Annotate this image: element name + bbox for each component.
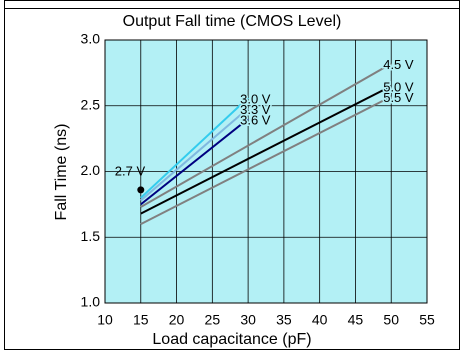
x-axis-label: Load capacitance (pF)	[152, 331, 311, 348]
series-label: 3.0 V	[240, 91, 271, 106]
series-label: 2.7 V	[115, 163, 146, 178]
series-line	[140, 95, 392, 225]
point	[137, 186, 145, 194]
series-label: 5.0 V	[383, 79, 414, 94]
chart-title: Output Fall time (CMOS Level)	[123, 13, 342, 30]
x-tick-label: 25	[205, 312, 221, 328]
series-line	[140, 62, 392, 208]
x-tick-label: 10	[97, 312, 113, 328]
series-label: 3.6 V	[240, 112, 271, 127]
x-tick-label: 40	[312, 312, 328, 328]
series-label: 5.5 V	[383, 90, 414, 105]
series-line	[140, 85, 392, 215]
x-tick-label: 50	[383, 312, 399, 328]
x-tick-label: 45	[348, 312, 364, 328]
x-tick-label: 20	[169, 312, 185, 328]
y-tick-label: 1.5	[81, 228, 101, 244]
x-tick-label: 15	[133, 312, 149, 328]
y-tick-label: 3.0	[81, 31, 101, 47]
series-label: 3.3 V	[240, 102, 271, 117]
x-tick-label: 30	[240, 312, 256, 328]
y-axis-label: Fall Time (ns)	[53, 124, 70, 221]
plot-border	[104, 39, 428, 304]
x-tick-label: 35	[276, 312, 292, 328]
y-tick-label: 2.0	[81, 162, 101, 178]
y-tick-label: 1.0	[81, 294, 101, 310]
series-line	[140, 97, 249, 199]
y-tick-label: 2.5	[81, 96, 101, 112]
series-line	[140, 118, 249, 206]
series-line	[140, 107, 249, 202]
series-label: 4.5 V	[383, 57, 414, 72]
x-tick-label: 55	[419, 312, 435, 328]
